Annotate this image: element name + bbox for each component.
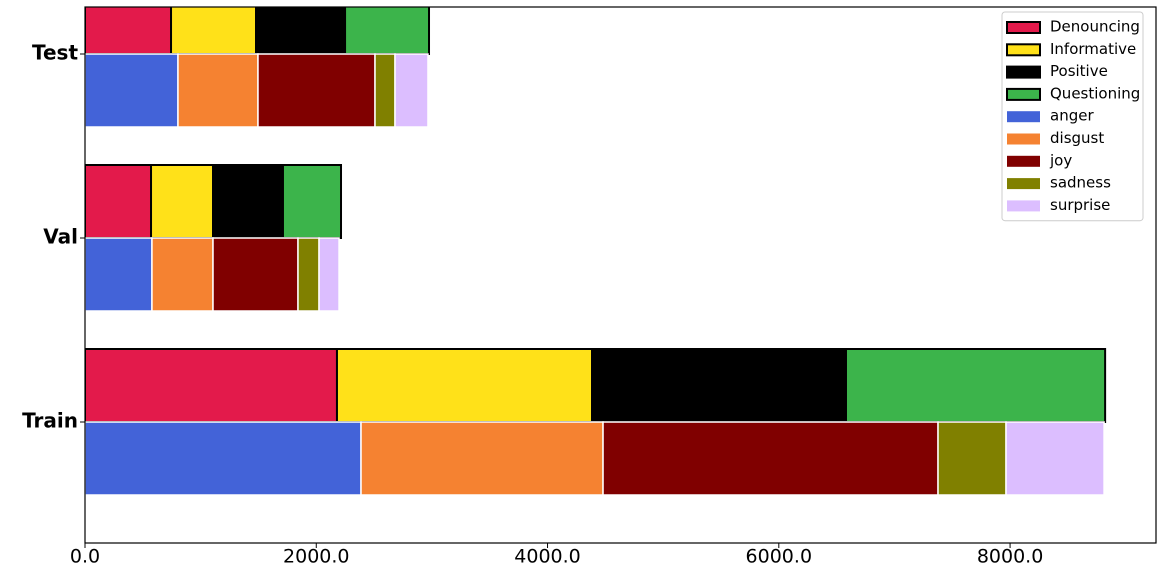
legend-swatch — [1006, 21, 1041, 34]
x-tick-label: 4000.0 — [514, 546, 580, 568]
bar-segment — [255, 7, 347, 55]
bar-segment — [1005, 421, 1105, 496]
bar-segment — [844, 348, 1107, 423]
bar-segment — [170, 7, 258, 55]
bar-segment — [151, 237, 214, 312]
plot-area — [85, 7, 1107, 496]
x-tick-label: 6000.0 — [746, 546, 812, 568]
x-tick-label: 0.0 — [70, 546, 100, 568]
legend-label: anger — [1050, 107, 1094, 125]
legend-label: disgust — [1050, 129, 1104, 147]
bar-segment — [85, 348, 338, 423]
legend-label: Questioning — [1050, 84, 1140, 102]
bar-segment — [335, 348, 594, 423]
bar-segment — [360, 421, 604, 496]
bar-segment — [85, 421, 362, 496]
bar-segment — [85, 7, 173, 55]
axes-frame — [84, 6, 1157, 544]
legend-swatch — [1007, 155, 1040, 167]
legend-box — [1001, 11, 1144, 222]
x-tick-label: 8000.0 — [977, 546, 1043, 568]
bar-segment — [602, 421, 939, 496]
bar-segment — [281, 164, 343, 239]
legend-label: Positive — [1050, 62, 1108, 80]
legend-label: surprise — [1050, 196, 1110, 214]
bar-segment — [212, 164, 284, 239]
legend-label: Informative — [1050, 40, 1136, 58]
legend-swatch — [1006, 43, 1041, 57]
bar-segment — [318, 237, 340, 312]
legend-swatch — [1006, 65, 1041, 79]
y-tick-label: Train — [22, 409, 78, 433]
y-tick-label: Test — [32, 41, 78, 65]
legend-swatch — [1007, 111, 1040, 123]
bar-segment — [591, 348, 847, 423]
legend-label: joy — [1049, 151, 1072, 169]
legend-swatch — [1007, 178, 1040, 190]
legend-swatch — [1006, 87, 1041, 101]
bar-segment — [85, 237, 153, 312]
bar-segment — [212, 237, 299, 312]
legend-swatch — [1007, 133, 1040, 145]
legend-swatch — [1007, 200, 1040, 212]
legend-label: Denouncing — [1050, 18, 1140, 36]
bar-segment — [177, 53, 259, 128]
legend-label: sadness — [1050, 174, 1111, 192]
y-tick-label: Val — [43, 225, 78, 249]
bar-segment — [394, 53, 429, 128]
bar-segment — [937, 421, 1007, 496]
bar-segment — [297, 237, 320, 312]
bar-segment — [150, 164, 215, 239]
bar-segment — [85, 53, 179, 128]
bar-segment — [374, 53, 396, 128]
bar-segment — [257, 53, 376, 128]
legend: Denouncing Informative Positive Questioning… — [1001, 11, 1144, 222]
x-tick-label: 2000.0 — [283, 546, 349, 568]
bar-segment — [85, 164, 153, 239]
bar-segment — [344, 7, 431, 55]
